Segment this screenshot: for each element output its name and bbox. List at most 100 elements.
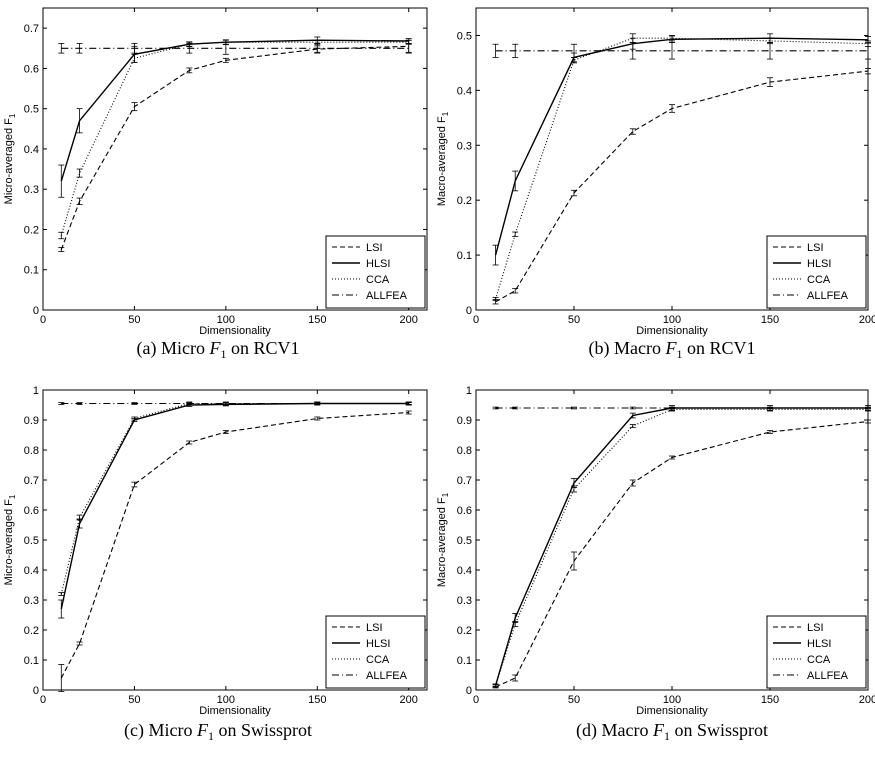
y-tick-label: 0.8 xyxy=(24,445,39,457)
caption-subscript: 1 xyxy=(664,729,670,743)
caption-text: on RCV1 xyxy=(682,338,755,358)
y-tick-label: 0.4 xyxy=(457,85,472,97)
error-bar-lsi xyxy=(865,68,871,75)
y-tick-label: 0.5 xyxy=(24,535,39,547)
y-axis-label: Micro-averaged F1 xyxy=(3,494,17,585)
legend-label-cca: CCA xyxy=(807,274,831,286)
x-axis-label: Dimensionality xyxy=(199,705,271,717)
legend-label-cca: CCA xyxy=(366,654,390,666)
y-axis-label-text: Micro-averaged F xyxy=(3,118,15,204)
y-tick-label: 0 xyxy=(466,305,472,317)
y-tick-label: 0.1 xyxy=(24,265,39,277)
error-bar-cca xyxy=(76,514,83,521)
error-bar-lsi xyxy=(767,77,773,87)
error-bar-allfea xyxy=(131,43,138,54)
error-bar-allfea xyxy=(669,42,675,60)
error-bar-lsi xyxy=(314,416,321,421)
x-tick-label: 100 xyxy=(217,694,235,706)
y-tick-label: 0.3 xyxy=(457,595,472,607)
error-bar-lsi xyxy=(865,419,871,424)
error-bar-allfea xyxy=(865,406,871,410)
y-axis-label-text: Micro-averaged F xyxy=(3,499,15,585)
x-tick-label: 150 xyxy=(761,314,779,326)
x-tick-label: 50 xyxy=(568,694,580,706)
legend-box xyxy=(766,615,867,689)
error-bar-allfea xyxy=(629,42,636,60)
x-tick-label: 200 xyxy=(400,314,418,326)
legend-label-allfea: ALLFEA xyxy=(366,290,408,302)
error-bar-allfea xyxy=(186,43,193,54)
chart-panel-a: 0 50 100 150 200 0 0.1 0.2 0.3 0.4 0.5 0.6 0.7 Dimens… xyxy=(3,7,428,361)
error-bar-allfea xyxy=(222,402,229,405)
error-bar-cca xyxy=(76,168,83,178)
y-tick-label: 0.7 xyxy=(457,475,472,487)
x-tick-label: 0 xyxy=(40,694,46,706)
error-bar-allfea xyxy=(76,402,83,405)
legend: LSI HLSI CCA ALLFEA xyxy=(766,615,867,689)
error-bar-cca xyxy=(492,684,499,687)
y-tick-label: 0 xyxy=(33,305,39,317)
error-bar-allfea xyxy=(669,406,675,410)
y-axis-label: Macro-averaged F1 xyxy=(436,111,450,206)
legend-label-allfea: ALLFEA xyxy=(807,670,849,682)
x-tick-label: 150 xyxy=(761,694,779,706)
y-tick-label: 0.2 xyxy=(457,625,472,637)
error-bar-lsi xyxy=(767,430,773,434)
y-tick-label: 0.5 xyxy=(24,104,39,116)
error-bar-lsi xyxy=(571,551,577,571)
caption-subscript: 1 xyxy=(220,347,226,361)
error-bar-lsi xyxy=(405,410,412,415)
error-bar-cca xyxy=(512,621,519,627)
caption-variable: F xyxy=(196,720,209,740)
error-bar-allfea xyxy=(58,43,65,54)
error-bar-cca xyxy=(492,296,499,302)
y-tick-label: 0.2 xyxy=(24,224,39,236)
y-axis-label-subscript: 1 xyxy=(8,494,17,499)
error-bar-cca xyxy=(571,485,577,493)
y-axis-label-subscript: 1 xyxy=(8,113,17,118)
x-tick-label: 100 xyxy=(663,694,681,706)
caption-text: (d) Macro xyxy=(576,720,653,741)
legend-box xyxy=(325,615,426,689)
panel-caption: (d) Macro F1 on Swissprot xyxy=(576,720,768,743)
series-line-lsi xyxy=(60,45,409,250)
caption-subscript: 1 xyxy=(208,729,214,743)
y-axis-label: Micro-averaged F1 xyxy=(3,113,17,204)
legend-label-cca: CCA xyxy=(807,654,831,666)
x-tick-label: 0 xyxy=(473,314,479,326)
legend-label-hlsi: HLSI xyxy=(366,638,390,650)
error-bar-allfea xyxy=(314,43,321,54)
error-bar-lsi xyxy=(186,67,193,74)
y-tick-label: 0.9 xyxy=(24,415,39,427)
y-tick-label: 0.6 xyxy=(24,63,39,75)
caption-text: (b) Macro xyxy=(589,338,666,359)
y-tick-label: 0.1 xyxy=(457,250,472,262)
error-bar-lsi xyxy=(629,128,636,135)
y-axis-label-subscript: 1 xyxy=(441,492,450,497)
error-bar-lsi xyxy=(669,104,675,113)
error-bar-allfea xyxy=(492,406,499,410)
x-tick-label: 200 xyxy=(400,694,418,706)
panel-caption: (a) Micro F1 on RCV1 xyxy=(137,338,300,361)
error-bar-cca xyxy=(629,424,636,428)
error-bar-cca xyxy=(669,35,675,42)
panel-caption: (c) Micro F1 on Swissprot xyxy=(124,720,312,743)
legend-label-lsi: LSI xyxy=(807,622,824,634)
error-bar-hlsi xyxy=(76,108,83,134)
legend-label-lsi: LSI xyxy=(807,242,824,254)
error-bar-lsi xyxy=(629,479,636,487)
caption-text: on Swissprot xyxy=(670,720,768,740)
series-line-cca xyxy=(60,41,409,236)
error-bar-allfea xyxy=(512,406,519,410)
legend: LSI HLSI CCA ALLFEA xyxy=(766,235,867,309)
x-tick-label: 0 xyxy=(40,314,46,326)
error-bar-allfea xyxy=(222,41,229,55)
plot-frame xyxy=(42,7,428,311)
error-bar-allfea xyxy=(767,406,773,410)
x-tick-label: 0 xyxy=(473,694,479,706)
y-axis-label: Macro-averaged F1 xyxy=(436,492,450,587)
x-tick-label: 200 xyxy=(859,694,875,706)
y-tick-label: 0.4 xyxy=(457,565,472,577)
x-tick-label: 150 xyxy=(308,314,326,326)
